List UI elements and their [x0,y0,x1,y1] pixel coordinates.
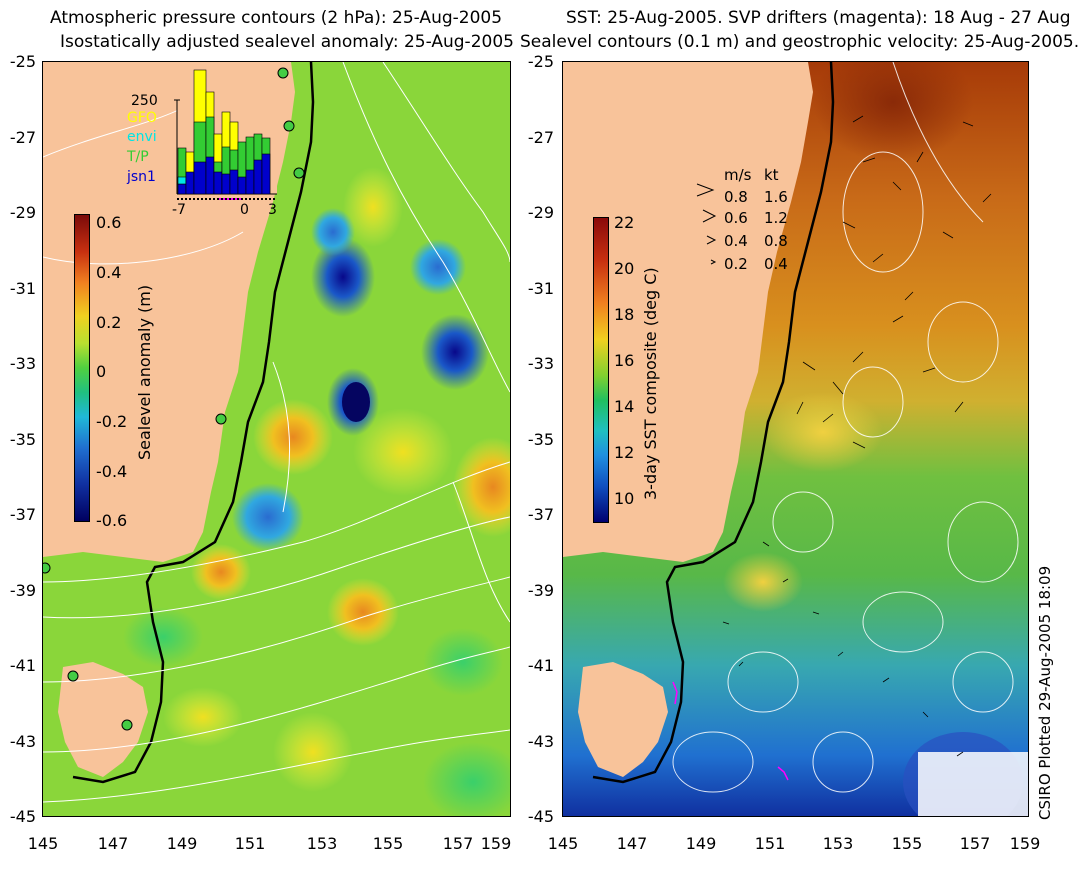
right-y-tick: -27 [527,128,554,147]
left-x-tick: 151 [234,834,266,853]
sst-map [562,61,1029,817]
left-y-tick: -29 [9,203,36,222]
velocity-legend-ms: 0.6 [724,209,748,227]
right-y-tick: -31 [527,279,554,298]
right-y-tick: -35 [527,430,554,449]
velocity-legend-ms: 0.4 [724,232,748,250]
sealevel-colorbar-tick: 0.2 [96,313,122,332]
left-x-tick: 147 [97,834,129,853]
right-x-tick: 157 [959,834,991,853]
velocity-legend-kt: 1.2 [764,209,788,227]
histogram-xtick-3: 3 [268,202,277,218]
left-y-tick: -43 [9,732,36,751]
sealevel-colorbar-tick: 0.6 [96,213,122,232]
sealevel-colorbar [74,214,90,522]
right-y-tick: -33 [527,354,554,373]
sealevel-colorbar-tick: -0.6 [96,511,128,530]
left-y-tick: -25 [9,52,36,71]
sealevel-colorbar-title: Sealevel anomaly (m) [135,284,154,460]
left-y-tick: -37 [9,505,36,524]
right-x-tick: 145 [547,834,579,853]
velocity-legend-kt: 0.8 [764,232,788,250]
right-x-tick: 153 [822,834,854,853]
sst-colorbar-title: 3-day SST composite (deg C) [641,267,660,500]
plot-credit: CSIRO Plotted 29-Aug-2005 18:09 [1036,565,1054,820]
sst-colorbar-tick: 10 [614,489,635,508]
left-x-tick: 157 [442,834,474,853]
sst-colorbar-tick: 16 [614,351,635,370]
velocity-legend-header-kt: kt [764,166,779,184]
histogram-legend-jsn1: jsn1 [127,169,156,185]
histogram-xtick-2: 0 [240,202,249,218]
left-y-tick: -39 [9,581,36,600]
right-y-tick: -37 [527,505,554,524]
left-y-tick: -33 [9,354,36,373]
histogram-legend-tp: T/P [127,149,149,165]
sst-colorbar [593,217,609,523]
sst-colorbar-tick: 18 [614,305,635,324]
right-x-tick: 155 [891,834,923,853]
left-x-tick: 153 [306,834,338,853]
right-title-line2: Sealevel contours (0.1 m) and geostrophi… [520,32,1080,52]
sst-colorbar-tick: 22 [614,213,635,232]
left-x-tick: 149 [166,834,198,853]
left-y-tick: -31 [9,279,36,298]
velocity-legend-ms: 0.8 [724,188,748,206]
left-y-tick: -41 [9,656,36,675]
right-y-tick: -43 [527,732,554,751]
sealevel-colorbar-tick: 0 [96,362,107,381]
right-x-tick: 159 [1009,834,1041,853]
velocity-legend-ms: 0.2 [724,255,748,273]
sealevel-colorbar-tick: -0.4 [96,462,128,481]
right-y-tick: -45 [527,807,554,826]
histogram-legend-envi: envi [127,129,157,145]
left-title-line2: Isostatically adjusted sealevel anomaly:… [60,32,514,52]
right-title-line1: SST: 25-Aug-2005. SVP drifters (magenta)… [566,8,1071,28]
sealevel-colorbar-tick: -0.2 [96,412,128,431]
sealevel-anomaly-map [42,61,511,817]
sst-colorbar-tick: 14 [614,397,635,416]
right-y-tick: -39 [527,581,554,600]
histogram-xtick-1: -7 [172,202,186,218]
left-y-tick: -27 [9,128,36,147]
left-title-line1: Atmospheric pressure contours (2 hPa): 2… [50,8,503,28]
velocity-legend-header-ms: m/s [724,166,752,184]
right-x-tick: 147 [616,834,648,853]
right-y-tick: -25 [527,52,554,71]
left-y-tick: -45 [9,807,36,826]
right-x-tick: 151 [754,834,786,853]
left-x-tick: 155 [372,834,404,853]
histogram-count-label: 250 [131,93,158,109]
left-x-tick: 145 [27,834,59,853]
velocity-legend-kt: 0.4 [764,255,788,273]
sealevel-colorbar-tick: 0.4 [96,263,122,282]
right-y-tick: -29 [527,203,554,222]
right-x-tick: 149 [685,834,717,853]
velocity-legend-kt: 1.6 [764,188,788,206]
left-x-tick: 159 [480,834,512,853]
sst-colorbar-tick: 12 [614,443,635,462]
left-y-tick: -35 [9,430,36,449]
sst-colorbar-tick: 20 [614,259,635,278]
right-y-tick: -41 [527,656,554,675]
histogram-legend-gfo: GFO [127,110,157,126]
